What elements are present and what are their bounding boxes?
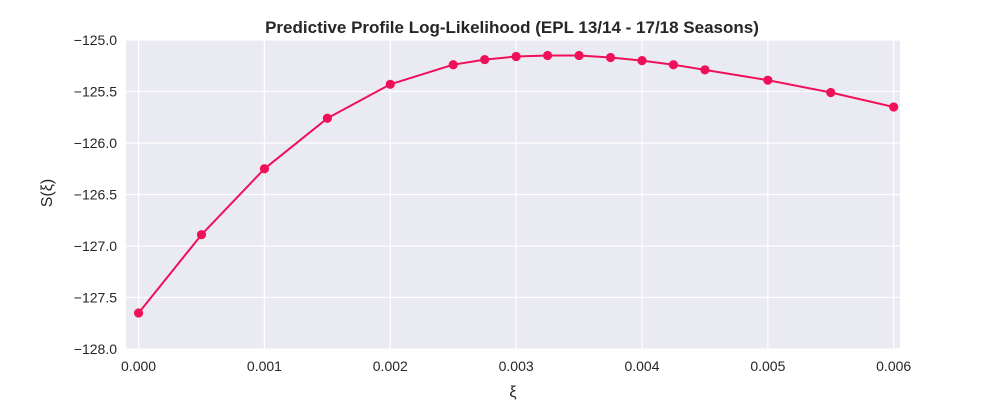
data-point [574,50,584,61]
chart-title: Predictive Profile Log-Likelihood (EPL 1… [265,18,759,37]
series-group [133,50,899,318]
data-point [543,50,553,61]
data-point [763,75,773,85]
y-tick-label: −128.0 [74,341,117,357]
data-point [480,54,490,65]
data-point [637,56,647,66]
y-axis-title: S(ξ) [39,179,56,208]
data-point [889,102,899,112]
data-point [511,51,521,62]
x-tick-label: 0.006 [876,358,911,374]
x-axis-title: ξ [509,384,516,400]
y-tick-label: −127.0 [74,238,117,254]
x-tick-label: 0.003 [499,358,534,374]
data-point [668,60,679,70]
y-tick-label: −126.0 [74,135,117,151]
data-point [700,65,710,75]
grid [126,39,900,350]
x-tick-label: 0.001 [247,358,282,374]
data-point [133,308,144,318]
data-point [826,87,836,98]
x-tick-label: 0.005 [750,358,785,374]
y-tick-label: −127.5 [74,290,117,306]
x-tick-label: 0.002 [373,358,408,374]
data-point [322,113,332,123]
data-point [385,79,395,89]
y-tick-label: −125.0 [74,32,117,48]
tick-labels: 0.000 0.001 0.002 0.003 0.004 0.005 0.006 −125.… [74,32,912,374]
x-tick-label: 0.004 [624,358,659,374]
data-point [448,60,458,70]
x-tick-label: 0.000 [121,358,156,374]
data-point [605,52,616,63]
y-tick-label: −126.5 [74,187,117,203]
data-point [259,164,270,174]
y-tick-label: −125.5 [74,84,117,100]
data-point [196,230,207,240]
